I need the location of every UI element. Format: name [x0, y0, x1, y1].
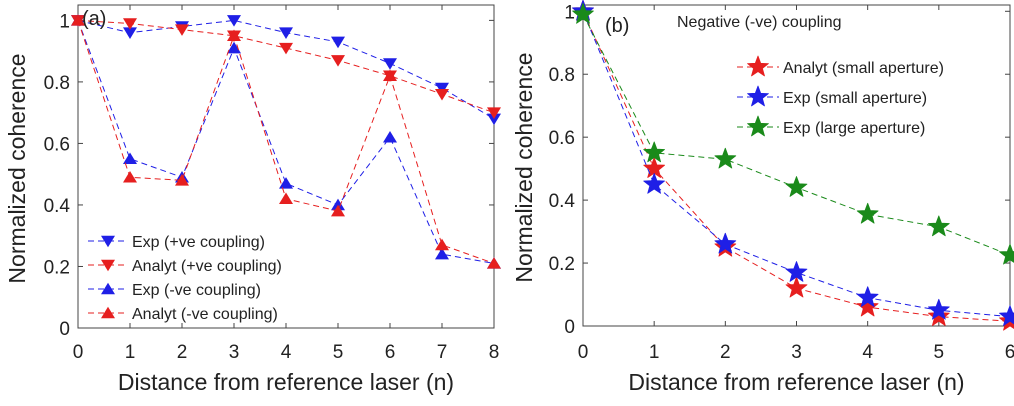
x-tick-label: 1	[649, 342, 660, 363]
y-tick-label: 1	[59, 11, 70, 32]
y-tick-label: 0.6	[44, 134, 70, 155]
legend-label: Analyt (+ve coupling)	[132, 258, 282, 275]
y-axis-label: Normalized coherence	[511, 52, 537, 282]
legend-label: Analyt (-ve coupling)	[132, 306, 278, 323]
x-axis-label: Distance from reference laser (n)	[118, 369, 454, 395]
x-tick-label: 4	[862, 342, 873, 363]
legend-label: Analyt (small aperture)	[783, 60, 944, 77]
legend-label: Exp (-ve coupling)	[132, 282, 261, 299]
legend-label: Exp (small aperture)	[783, 90, 927, 107]
y-axis-label: Normalized coherence	[4, 53, 30, 283]
x-tick-label: 0	[73, 342, 84, 363]
y-tick-label: 0	[564, 317, 575, 338]
x-tick-label: 7	[437, 342, 448, 363]
x-tick-label: 1	[125, 342, 136, 363]
y-tick-label: 0.2	[549, 254, 575, 275]
y-tick-label: 0.4	[44, 196, 71, 217]
x-tick-label: 2	[177, 342, 188, 363]
y-tick-label: 0.6	[549, 128, 575, 149]
x-tick-label: 5	[934, 342, 945, 363]
x-tick-label: 8	[489, 342, 500, 363]
chart-title: Negative (-ve) coupling	[677, 14, 842, 31]
x-tick-label: 0	[578, 342, 589, 363]
x-tick-label: 5	[333, 342, 344, 363]
y-tick-label: 1	[564, 2, 575, 23]
y-tick-label: 0.4	[549, 191, 576, 212]
x-tick-label: 4	[281, 342, 292, 363]
panel-label: (b)	[605, 15, 629, 37]
legend-label: Exp (large aperture)	[783, 120, 925, 137]
panel-label: (a)	[82, 8, 106, 30]
x-axis-label: Distance from reference laser (n)	[628, 369, 964, 395]
x-tick-label: 6	[385, 342, 396, 363]
x-tick-label: 3	[229, 342, 240, 363]
y-tick-label: 0.8	[44, 73, 70, 94]
x-tick-label: 2	[720, 342, 731, 363]
y-tick-label: 0	[59, 319, 70, 340]
legend-label: Exp (+ve coupling)	[132, 234, 265, 251]
x-tick-label: 3	[791, 342, 802, 363]
x-tick-label: 6	[1005, 342, 1014, 363]
y-tick-label: 0.2	[44, 257, 70, 278]
y-tick-label: 0.8	[549, 65, 575, 86]
